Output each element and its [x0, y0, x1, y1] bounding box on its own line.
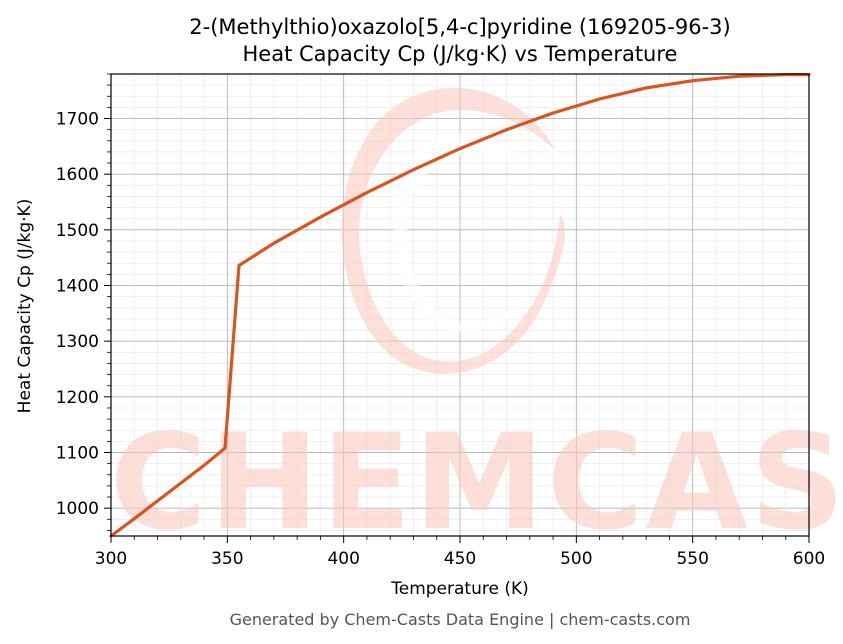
x-tick-label: 600 — [793, 549, 825, 569]
data-line-layer — [109, 72, 811, 538]
x-tick-label: 450 — [444, 549, 476, 569]
x-tick-label: 400 — [327, 549, 359, 569]
x-tick-label: 350 — [211, 549, 243, 569]
chart-title-line2: Heat Capacity Cp (J/kg·K) vs Temperature — [243, 42, 678, 66]
y-tick-label: 1600 — [56, 165, 99, 185]
y-tick-label: 1400 — [56, 277, 99, 297]
x-axis-ticks: 300 350 400 450 500 550 600 — [95, 536, 825, 569]
y-tick-label: 1700 — [56, 110, 99, 130]
x-axis-label: Temperature (K) — [390, 579, 529, 599]
watermark-swirl — [341, 87, 565, 374]
y-tick-label: 1500 — [56, 221, 99, 241]
y-tick-label: 1200 — [56, 388, 99, 408]
y-tick-label: 1000 — [56, 499, 99, 519]
watermark-text: CHEMCASTS — [110, 406, 843, 560]
y-axis-ticks: 1000 1100 1200 1300 1400 1500 1600 1700 — [56, 73, 111, 531]
y-tick-label: 1100 — [56, 444, 99, 464]
x-tick-label: 300 — [95, 549, 127, 569]
heat-capacity-line — [109, 72, 811, 538]
y-tick-label: 1300 — [56, 332, 99, 352]
chart-title-line1: 2-(Methylthio)oxazolo[5,4-c]pyridine (16… — [189, 15, 730, 39]
footer-credit: Generated by Chem-Casts Data Engine | ch… — [230, 610, 691, 629]
chemcasts-watermark: CHEMCASTS — [110, 87, 843, 560]
x-tick-label: 550 — [676, 549, 708, 569]
y-axis-label: Heat Capacity Cp (J/kg·K) — [15, 199, 35, 414]
x-tick-label: 500 — [560, 549, 592, 569]
